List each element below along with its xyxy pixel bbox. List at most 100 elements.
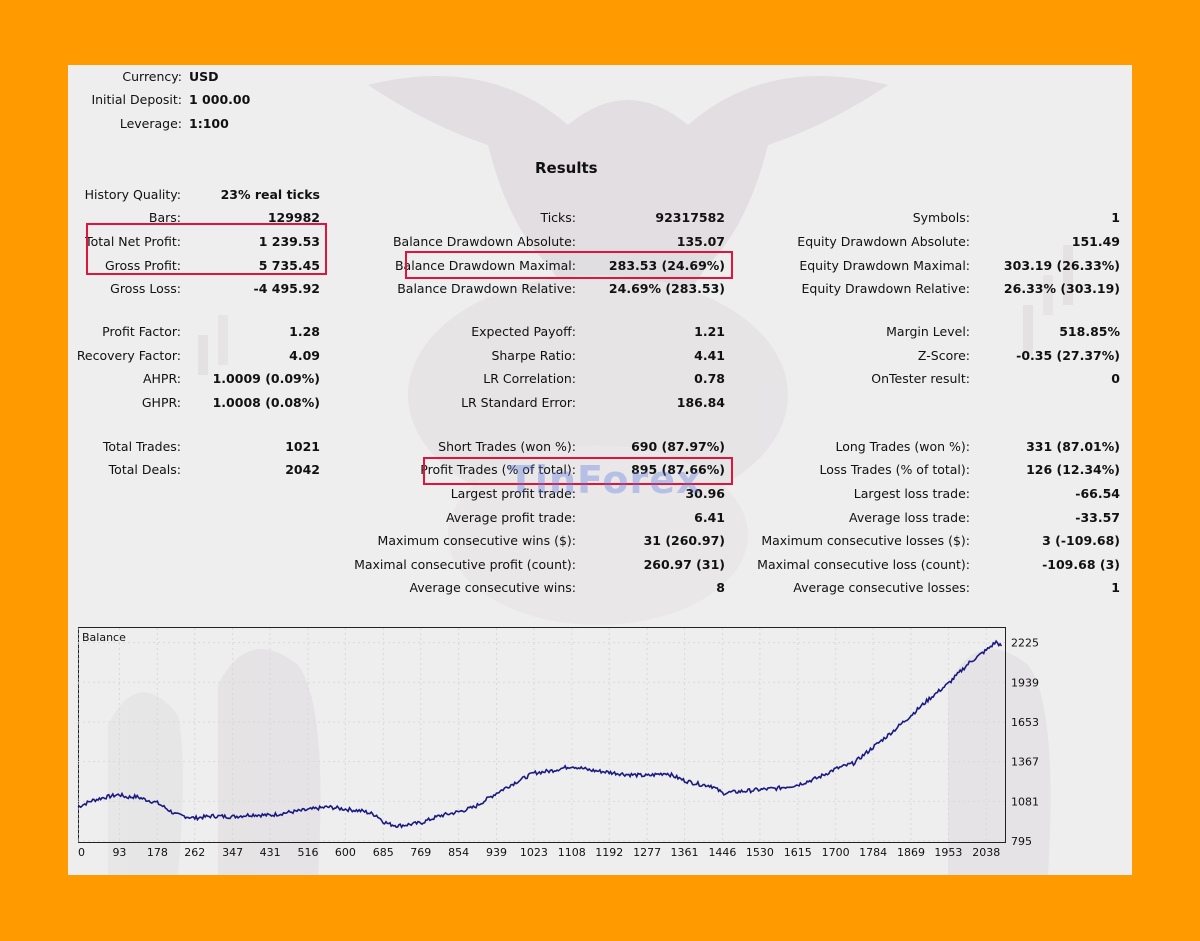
ahpr-label: AHPR: <box>142 371 181 386</box>
lr-standard-error-label: LR Standard Error: <box>461 395 576 410</box>
recovery-factor-label: Recovery Factor: <box>76 348 181 363</box>
balance-dd-maximal-value: 283.53 (24.69%) <box>608 258 725 273</box>
equity-dd-relative-value: 26.33% (303.19) <box>1003 281 1120 296</box>
avg-consecutive-losses-label: Average consecutive losses: <box>793 580 970 595</box>
lr-correlation-value: 0.78 <box>694 371 725 386</box>
loss-trades-value: 126 (12.34%) <box>1026 462 1120 477</box>
x-tick-label: 93 <box>112 846 126 859</box>
highlight-profit-trades <box>423 457 733 485</box>
y-tick-label: 1939 <box>1011 676 1039 689</box>
initial-deposit-value: 1 000.00 <box>189 92 251 107</box>
short-trades-value: 690 (87.97%) <box>631 439 725 454</box>
balance-dd-relative-label: Balance Drawdown Relative: <box>397 281 576 296</box>
bars-label: Bars: <box>148 210 181 225</box>
max-consecutive-profit-label: Maximal consecutive profit (count): <box>354 557 576 572</box>
x-tick-label: 516 <box>297 846 318 859</box>
long-trades-label: Long Trades (won %): <box>835 439 970 454</box>
x-tick-label: 1953 <box>934 846 962 859</box>
x-tick-label: 1108 <box>558 846 586 859</box>
highlight-balance-dd-maximal <box>405 251 733 279</box>
total-trades-label: Total Trades: <box>102 439 181 454</box>
symbols-label: Symbols: <box>912 210 970 225</box>
z-score-label: Z-Score: <box>917 348 970 363</box>
sharpe-ratio-value: 4.41 <box>694 348 725 363</box>
lr-correlation-label: LR Correlation: <box>483 371 576 386</box>
largest-profit-trade-value: 30.96 <box>685 486 725 501</box>
equity-dd-maximal-value: 303.19 (26.33%) <box>1003 258 1120 273</box>
gross-loss-label: Gross Loss: <box>110 281 181 296</box>
x-tick-label: 0 <box>78 846 85 859</box>
ticks-label: Ticks: <box>540 210 576 225</box>
recovery-factor-value: 4.09 <box>289 348 320 363</box>
avg-consecutive-wins-label: Average consecutive wins: <box>409 580 576 595</box>
y-tick-label: 795 <box>1011 835 1032 848</box>
total-net-profit-label: Total Net Profit: <box>85 234 181 249</box>
currency-value: USD <box>189 69 219 84</box>
ghpr-value: 1.0008 (0.08%) <box>212 395 320 410</box>
x-tick-label: 1615 <box>784 846 812 859</box>
x-tick-label: 1446 <box>708 846 736 859</box>
balance-series-line <box>77 639 1003 829</box>
max-consecutive-wins-label: Maximum consecutive wins ($): <box>377 533 576 548</box>
average-profit-trade-value: 6.41 <box>694 510 725 525</box>
ahpr-value: 1.0009 (0.09%) <box>212 371 320 386</box>
ontester-result-value: 0 <box>1111 371 1120 386</box>
short-trades-label: Short Trades (won %): <box>438 439 576 454</box>
equity-dd-absolute-value: 151.49 <box>1071 234 1120 249</box>
largest-loss-trade-label: Largest loss trade: <box>853 486 970 501</box>
x-tick-label: 1784 <box>859 846 887 859</box>
x-tick-label: 854 <box>448 846 469 859</box>
chart-title: Balance <box>82 631 126 644</box>
equity-dd-maximal-label: Equity Drawdown Maximal: <box>799 258 970 273</box>
gross-loss-value: -4 495.92 <box>253 281 320 296</box>
y-tick-label: 2225 <box>1011 637 1039 650</box>
balance-dd-maximal-label: Balance Drawdown Maximal: <box>394 258 576 273</box>
y-tick-label: 1653 <box>1011 716 1039 729</box>
total-trades-value: 1021 <box>285 439 320 454</box>
symbols-value: 1 <box>1111 210 1120 225</box>
x-tick-label: 178 <box>147 846 168 859</box>
x-tick-label: 685 <box>373 846 394 859</box>
max-consecutive-profit-value: 260.97 (31) <box>643 557 725 572</box>
expected-payoff-label: Expected Payoff: <box>471 324 576 339</box>
x-tick-label: 1023 <box>520 846 548 859</box>
ontester-result-label: OnTester result: <box>871 371 970 386</box>
gross-profit-label: Gross Profit: <box>104 258 181 273</box>
expected-payoff-value: 1.21 <box>694 324 725 339</box>
margin-level-value: 518.85% <box>1059 324 1120 339</box>
watermark-logo: TinForex <box>508 458 702 502</box>
average-loss-trade-value: -33.57 <box>1075 510 1120 525</box>
max-consecutive-loss-label: Maximal consecutive loss (count): <box>757 557 970 572</box>
x-tick-label: 431 <box>260 846 281 859</box>
results-title: Results <box>535 159 598 177</box>
max-consecutive-losses-value: 3 (-109.68) <box>1042 533 1120 548</box>
average-loss-trade-label: Average loss trade: <box>849 510 970 525</box>
x-tick-label: 769 <box>410 846 431 859</box>
avg-consecutive-losses-value: 1 <box>1111 580 1120 595</box>
equity-dd-absolute-label: Equity Drawdown Absolute: <box>797 234 970 249</box>
sharpe-ratio-label: Sharpe Ratio: <box>491 348 576 363</box>
x-tick-label: 1530 <box>746 846 774 859</box>
x-tick-label: 1192 <box>595 846 623 859</box>
largest-loss-trade-value: -66.54 <box>1075 486 1120 501</box>
profit-factor-value: 1.28 <box>289 324 320 339</box>
x-tick-label: 600 <box>335 846 356 859</box>
loss-trades-label: Loss Trades (% of total): <box>819 462 970 477</box>
currency-label: Currency: <box>122 69 182 84</box>
total-deals-value: 2042 <box>285 462 320 477</box>
largest-profit-trade-label: Largest profit trade: <box>450 486 576 501</box>
x-tick-label: 262 <box>184 846 205 859</box>
balance-chart: Balance 0 93 178 262 347 431 516 600 685 769 854 93… <box>77 628 1039 859</box>
highlight-net-profit <box>86 223 327 275</box>
x-tick-label: 1700 <box>822 846 850 859</box>
average-profit-trade-label: Average profit trade: <box>445 510 576 525</box>
leverage-label: Leverage: <box>119 116 182 131</box>
profit-trades-value: 895 (87.66%) <box>631 462 725 477</box>
profit-trades-label: Profit Trades (% of total): <box>420 462 576 477</box>
initial-deposit-label: Initial Deposit: <box>91 92 182 107</box>
ticks-value: 92317582 <box>655 210 725 225</box>
x-tick-label: 1869 <box>897 846 925 859</box>
leverage-value: 1:100 <box>189 116 229 131</box>
x-tick-label: 1277 <box>633 846 661 859</box>
max-consecutive-loss-value: -109.68 (3) <box>1042 557 1120 572</box>
